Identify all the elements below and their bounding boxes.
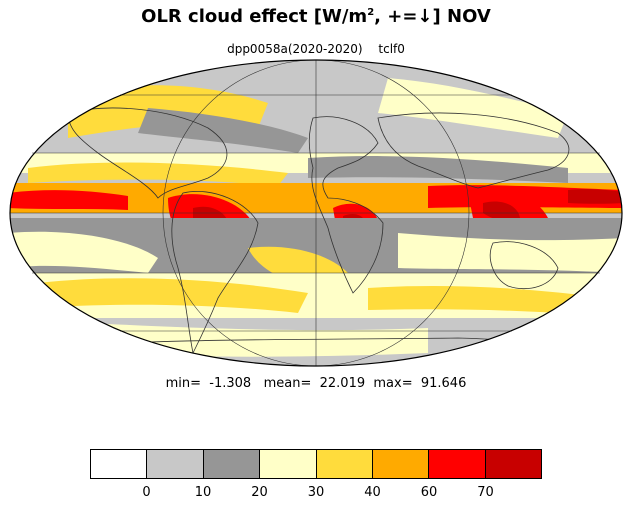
north-pale-patch [378, 78, 568, 138]
legend-swatch [203, 450, 261, 478]
map-subtitle: dpp0058a(2020-2020) tclf0 [0, 42, 632, 56]
color-legend-bar [90, 449, 542, 479]
legend-tick: 70 [477, 485, 494, 500]
legend-swatch [372, 450, 430, 478]
australia-coast [489, 241, 559, 290]
legend-swatch [485, 450, 541, 478]
legend-tick: 10 [194, 485, 212, 500]
itcz-darkred-east [568, 189, 622, 204]
legend-tick: 0 [142, 485, 151, 500]
legend-swatch [429, 450, 486, 478]
north-mid-yellow [28, 162, 288, 186]
title-superscript: 2 [367, 7, 375, 18]
legend-tick: 40 [364, 485, 381, 500]
south-mid-yellow-2 [368, 286, 608, 316]
legend-tick-labels: 0 10 20 30 40 60 70 [90, 485, 542, 501]
legend-tick: 30 [307, 485, 325, 500]
itcz-red-west [10, 190, 128, 210]
map-title: OLR cloud effect [W/m2, +=↓] NOV [0, 6, 632, 27]
legend-swatch [91, 450, 148, 478]
legend-tick: 60 [420, 485, 438, 500]
variable-label: tclf0 [378, 42, 405, 56]
statistics-line: min= -1.308 mean= 22.019 max= 91.646 [165, 376, 467, 391]
experiment-label: dpp0058a(2020-2020) [227, 42, 363, 56]
legend-swatch [316, 450, 373, 478]
legend-swatch [147, 450, 204, 478]
world-map [9, 59, 623, 367]
south-pale-west [10, 231, 158, 273]
south-pale-east [398, 233, 622, 273]
south-mid-yellow-1 [38, 278, 308, 313]
maritime-core [483, 201, 520, 221]
title-text-after: , +=↓] NOV [374, 6, 491, 27]
legend-swatch [260, 450, 317, 478]
title-text: OLR cloud effect [W/m [141, 6, 368, 27]
asia-coast [377, 112, 570, 189]
north-dark-patch [138, 108, 308, 153]
north-mid-gray [308, 156, 568, 183]
legend-tick: 20 [251, 485, 268, 500]
globe-border [9, 59, 623, 367]
